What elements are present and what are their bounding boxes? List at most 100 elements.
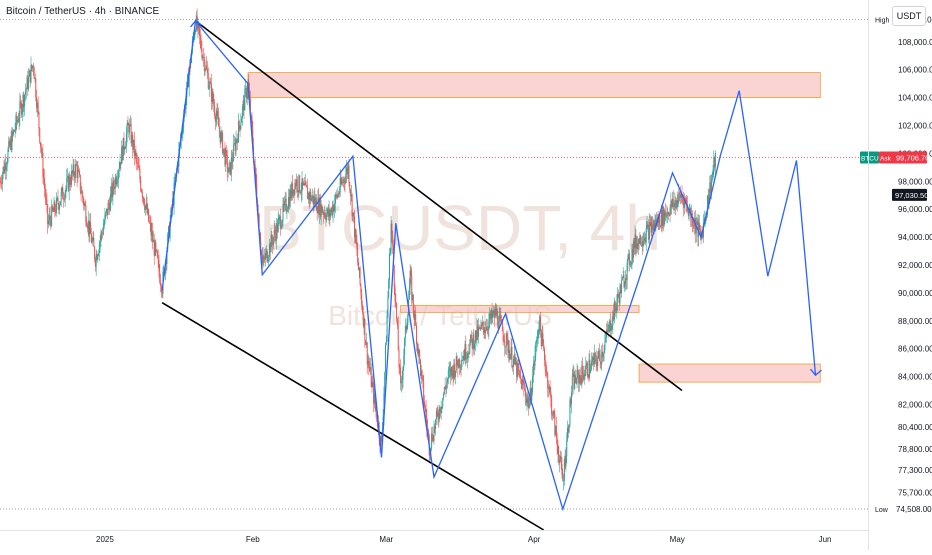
candle-body bbox=[600, 361, 602, 365]
candle-body bbox=[710, 179, 712, 193]
candle-body bbox=[589, 359, 591, 373]
candle-body bbox=[290, 190, 292, 198]
candle-body bbox=[443, 394, 445, 398]
candle-body bbox=[643, 240, 645, 242]
candle-body bbox=[547, 373, 549, 389]
candle-body bbox=[263, 256, 265, 259]
candle-body bbox=[199, 35, 201, 40]
candle-body bbox=[222, 148, 224, 154]
candle-body bbox=[5, 163, 7, 171]
candle-body bbox=[288, 197, 290, 207]
candle-body bbox=[26, 77, 28, 89]
candle-body bbox=[32, 65, 34, 69]
candle-body bbox=[344, 181, 346, 183]
candle-body bbox=[202, 56, 204, 58]
candle-body bbox=[33, 68, 35, 79]
candle-body bbox=[261, 250, 263, 255]
candle-body bbox=[292, 189, 294, 197]
candle-body bbox=[105, 212, 107, 215]
zone-2 bbox=[400, 305, 640, 313]
ask-badge bbox=[879, 151, 927, 164]
candle-body bbox=[293, 189, 295, 195]
candle-body bbox=[516, 361, 518, 378]
candle-body bbox=[395, 302, 397, 303]
candle-body bbox=[571, 375, 573, 393]
candle-body bbox=[348, 165, 350, 184]
candle-body bbox=[102, 233, 104, 235]
candle-body bbox=[240, 122, 242, 130]
candle-body bbox=[700, 230, 702, 237]
candle-body bbox=[626, 262, 628, 280]
candle-body bbox=[242, 100, 244, 107]
candle-body bbox=[660, 226, 662, 227]
candle-body bbox=[160, 285, 162, 292]
candle-body bbox=[586, 362, 588, 376]
candle-body bbox=[386, 315, 388, 342]
candle-body bbox=[303, 183, 305, 186]
candle-body bbox=[419, 359, 421, 376]
candle-body bbox=[338, 191, 340, 195]
price-axis-divider bbox=[868, 0, 869, 550]
candle-body bbox=[698, 222, 700, 237]
candle-body bbox=[613, 301, 615, 320]
candle-body bbox=[606, 329, 608, 331]
candle-body bbox=[334, 194, 336, 204]
candle-body bbox=[339, 178, 341, 192]
candle-body bbox=[288, 197, 290, 209]
candle-body bbox=[664, 210, 666, 217]
candle-body bbox=[441, 406, 443, 409]
candle-body bbox=[593, 357, 595, 365]
candle-body bbox=[58, 204, 60, 210]
candle-body bbox=[552, 411, 554, 416]
candle-body bbox=[507, 338, 509, 353]
candle-body bbox=[385, 344, 387, 373]
candle-body bbox=[289, 190, 291, 207]
candle-body bbox=[483, 327, 485, 333]
candle-body bbox=[217, 111, 219, 118]
candle-body bbox=[515, 361, 517, 365]
candle-body bbox=[352, 212, 354, 216]
candle-body bbox=[207, 73, 209, 89]
candle-body bbox=[667, 211, 669, 215]
candle-body bbox=[677, 200, 679, 207]
candle-body bbox=[659, 215, 661, 227]
candle-body bbox=[200, 39, 202, 50]
candle-body bbox=[553, 411, 555, 415]
candle-body bbox=[45, 198, 47, 200]
candle-body bbox=[592, 357, 594, 361]
candle-body bbox=[48, 215, 50, 221]
candle-body bbox=[308, 193, 310, 200]
candle-body bbox=[519, 370, 521, 377]
candle-body bbox=[314, 196, 316, 204]
candle-body bbox=[123, 137, 125, 150]
candle-body bbox=[520, 376, 522, 379]
currency-button[interactable]: USDT bbox=[892, 6, 926, 26]
candle-body bbox=[416, 344, 418, 345]
candle-body bbox=[488, 320, 490, 330]
y-tick-label: 108,000.00 bbox=[898, 38, 932, 47]
candle-body bbox=[99, 239, 101, 244]
candle-body bbox=[338, 193, 340, 195]
candle-body bbox=[10, 139, 12, 151]
candle-body bbox=[299, 175, 301, 192]
candle-body bbox=[121, 146, 123, 161]
y-tick-label: 75,700.00 bbox=[898, 488, 932, 497]
candle-body bbox=[241, 106, 243, 118]
ask-label: Ask bbox=[880, 156, 892, 163]
candle-body bbox=[400, 382, 402, 384]
candle-body bbox=[279, 216, 281, 218]
candle-body bbox=[157, 257, 159, 261]
candle-body bbox=[457, 364, 459, 369]
candle-body bbox=[317, 197, 319, 213]
candle-body bbox=[696, 221, 698, 225]
candle-body bbox=[140, 179, 142, 190]
candle-body bbox=[264, 253, 266, 260]
candle-body bbox=[435, 410, 437, 420]
candle-body bbox=[501, 320, 503, 322]
candle-body bbox=[474, 330, 476, 344]
candle-body bbox=[86, 222, 88, 227]
candle-body bbox=[414, 314, 416, 320]
candle-body bbox=[412, 294, 414, 311]
